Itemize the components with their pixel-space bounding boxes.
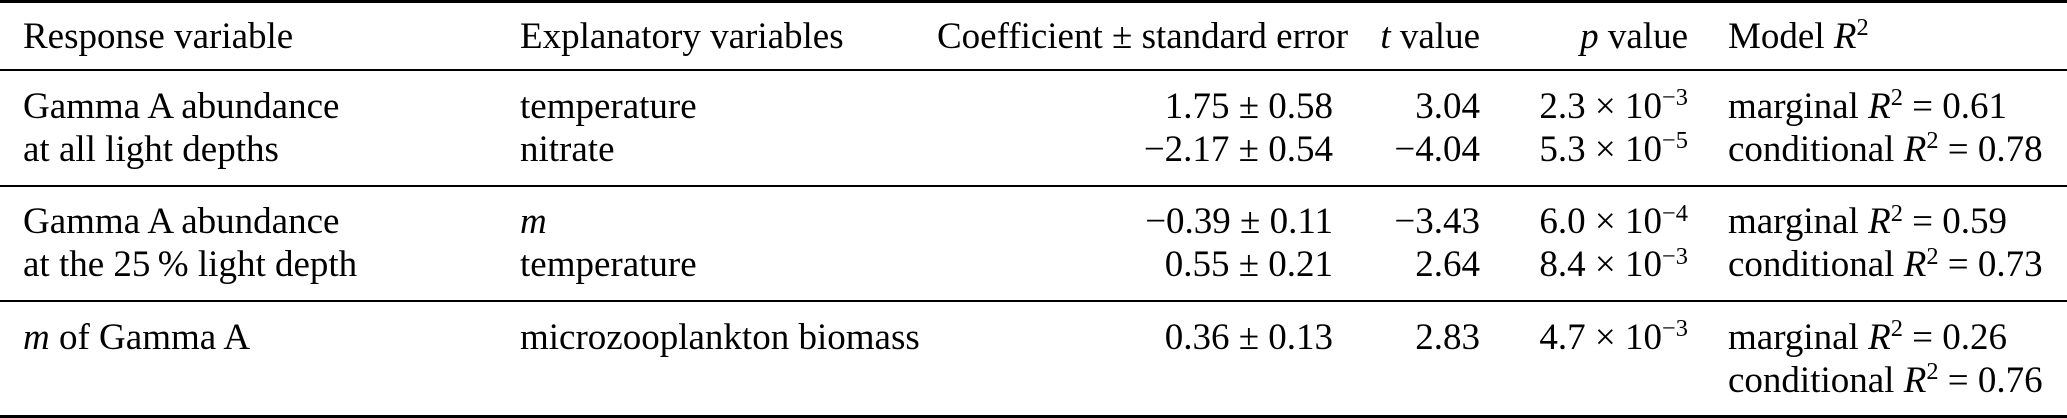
cell-response-variable: Gamma A abundance: [23, 85, 340, 127]
cell-explanatory-variable: temperature: [520, 244, 697, 286]
cell-t-value: −4.04: [1394, 128, 1480, 170]
cell-explanatory-variable: m: [520, 201, 547, 243]
cell-explanatory-variable: [520, 359, 937, 417]
col-header-explanatory-variables: Explanatory variables: [520, 15, 844, 57]
cell-coefficient: −2.17 ± 0.54: [1143, 128, 1333, 170]
cell-coefficient: 0.55 ± 0.21: [1164, 244, 1333, 286]
col-header-p-value: p value: [1580, 15, 1688, 57]
cell-coefficient: 1.75 ± 0.58: [1164, 85, 1333, 127]
cell-model-r2: conditional R2 = 0.78: [1728, 127, 2043, 170]
table-row: m of Gamma A microzooplankton biomass 0.…: [0, 301, 2067, 359]
cell-model-r2: marginal R2 = 0.61: [1728, 84, 2008, 127]
cell-coefficient: 0.36 ± 0.13: [1164, 316, 1333, 358]
cell-response-variable: at the 25 % light depth: [23, 244, 358, 286]
col-header-t-value: t value: [1380, 15, 1480, 57]
table-section-2: Gamma A abundance m −0.39 ± 0.11 −3.43 6…: [0, 185, 2067, 302]
cell-coefficient: −0.39 ± 0.11: [1145, 201, 1333, 243]
cell-explanatory-variable: microzooplankton biomass: [520, 316, 920, 358]
cell-coefficient: [937, 359, 1333, 417]
cell-model-r2: conditional R2 = 0.76: [1728, 358, 2043, 401]
cell-p-value: 2.3 × 10−3: [1539, 84, 1688, 127]
cell-p-value: 8.4 × 10−3: [1539, 242, 1688, 286]
cell-p-value: 5.3 × 10−5: [1539, 127, 1688, 170]
cell-t-value: −3.43: [1394, 201, 1480, 243]
cell-explanatory-variable: nitrate: [520, 128, 615, 170]
cell-response-variable: at all light depths: [23, 128, 279, 170]
cell-p-value: 4.7 × 10−3: [1539, 315, 1688, 358]
cell-t-value: 3.04: [1415, 85, 1480, 127]
cell-model-r2: marginal R2 = 0.59: [1728, 199, 2008, 243]
table-row: conditional R2 = 0.76: [0, 359, 2067, 417]
cell-response-variable: m of Gamma A: [23, 316, 251, 358]
cell-t-value: 2.83: [1415, 316, 1480, 358]
table-section-3: m of Gamma A microzooplankton biomass 0.…: [0, 301, 2067, 417]
col-header-coefficient: Coefficient ± standard error: [937, 15, 1349, 57]
cell-response-variable: [0, 359, 520, 417]
cell-p-value: [1480, 359, 1688, 417]
cell-p-value: 6.0 × 10−4: [1539, 199, 1688, 243]
cell-model-r2: marginal R2 = 0.26: [1728, 315, 2008, 358]
cell-t-value: 2.64: [1415, 244, 1480, 286]
table-header: Response variable Explanatory variables …: [0, 2, 2067, 71]
table-row: Gamma A abundance m −0.39 ± 0.11 −3.43 6…: [0, 186, 2067, 244]
table-row: at the 25 % light depth temperature 0.55…: [0, 243, 2067, 301]
cell-model-r2: conditional R2 = 0.73: [1728, 242, 2043, 286]
table-section-1: Gamma A abundance temperature 1.75 ± 0.5…: [0, 70, 2067, 186]
cell-response-variable: Gamma A abundance: [23, 201, 340, 243]
col-header-model-r2: Model R2: [1728, 13, 1869, 57]
cell-t-value: [1333, 359, 1480, 417]
header-row: Response variable Explanatory variables …: [0, 2, 2067, 71]
table-row: at all light depths nitrate −2.17 ± 0.54…: [0, 128, 2067, 186]
cell-explanatory-variable: temperature: [520, 85, 697, 127]
col-header-response-variable: Response variable: [23, 15, 294, 57]
table-row: Gamma A abundance temperature 1.75 ± 0.5…: [0, 70, 2067, 128]
